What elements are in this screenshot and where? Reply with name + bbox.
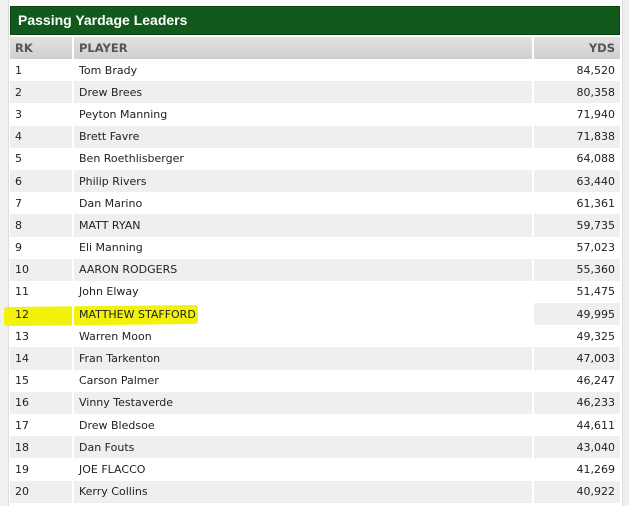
- yards-cell: 47,003: [533, 347, 620, 370]
- table-row: 1 Tom Brady 84,520: [10, 59, 620, 82]
- table-row: 16 Vinny Testaverde 46,233: [10, 391, 620, 414]
- rank-cell: 12: [10, 303, 74, 326]
- yards-cell: 43,040: [533, 436, 620, 459]
- table-row: 12 MATTHEW STAFFORD 49,995: [10, 303, 620, 326]
- player-link[interactable]: Brett Favre: [73, 125, 534, 148]
- yards-cell: 64,088: [576, 152, 616, 166]
- player-link[interactable]: John Elway: [73, 280, 534, 304]
- player-link[interactable]: Carson Palmer: [73, 369, 534, 392]
- player-link[interactable]: Philip Rivers: [73, 169, 534, 193]
- column-header-rk[interactable]: RK: [10, 35, 74, 59]
- rank-cell: 1: [10, 59, 74, 82]
- table-row: 14 Fran Tarkenton 47,003: [10, 347, 620, 370]
- rank-cell: 13: [10, 325, 74, 348]
- player-link[interactable]: Warren Moon: [73, 325, 534, 348]
- player-link[interactable]: Fran Tarkenton: [73, 347, 534, 370]
- player-link[interactable]: Eli Manning: [73, 236, 534, 259]
- table-row: 20 Kerry Collins 40,922: [10, 480, 620, 503]
- player-link[interactable]: Drew Bledsoe: [73, 414, 534, 437]
- table-row: 7 Dan Marino 61,361: [10, 192, 620, 215]
- table-row: 11 John Elway 51,475: [10, 280, 620, 304]
- yards-cell: 51,475: [576, 285, 616, 299]
- yards-cell: 61,361: [576, 196, 616, 210]
- rank-cell: 9: [10, 236, 74, 259]
- table-row: 4 Brett Favre 71,838: [10, 125, 620, 148]
- player-link[interactable]: Peyton Manning: [73, 103, 534, 126]
- rank-cell: 4: [10, 125, 74, 148]
- player-link[interactable]: AARON RODGERS: [73, 258, 534, 281]
- player-link[interactable]: Dan Fouts: [73, 436, 534, 459]
- yards-cell: 46,233: [533, 391, 620, 414]
- rank-cell: 8: [10, 214, 74, 237]
- table-row: 9 Eli Manning 57,023: [10, 236, 620, 259]
- table-row: 6 Philip Rivers 63,440: [10, 169, 620, 193]
- table-row: 17 Drew Bledsoe 44,611: [10, 414, 620, 437]
- rank-cell: 19: [10, 458, 74, 481]
- yards-cell: 59,735: [533, 214, 620, 237]
- player-link[interactable]: Drew Brees: [73, 81, 534, 104]
- player-link[interactable]: MATT RYAN: [73, 214, 534, 237]
- rank-cell: 6: [10, 169, 74, 193]
- rank-cell: 14: [10, 347, 74, 370]
- yards-cell: 55,360: [533, 258, 620, 281]
- column-header-yds[interactable]: YDS: [533, 35, 620, 59]
- table-row: 19 JOE FLACCO 41,269: [10, 458, 620, 481]
- yards-cell: 49,325: [576, 329, 616, 343]
- yards-cell: 84,520: [576, 63, 616, 77]
- yards-cell: 71,838: [533, 125, 620, 148]
- rank-cell: 20: [10, 480, 74, 503]
- player-link[interactable]: Dan Marino: [73, 192, 534, 215]
- table-row: 2 Drew Brees 80,358: [10, 81, 620, 104]
- yards-cell: 57,023: [576, 241, 616, 255]
- scrollbar[interactable]: [622, 0, 629, 506]
- yards-cell: 71,940: [576, 107, 616, 121]
- player-link[interactable]: Kerry Collins: [73, 480, 534, 503]
- rank-cell: 7: [10, 192, 74, 215]
- table-row: 13 Warren Moon 49,325: [10, 325, 620, 348]
- player-link[interactable]: Tom Brady: [73, 59, 534, 82]
- rank-cell: 2: [10, 81, 74, 104]
- left-gutter: [0, 0, 9, 506]
- widget-title: Passing Yardage Leaders: [10, 6, 620, 35]
- yards-cell: 41,269: [576, 462, 616, 476]
- leaders-table: RK PLAYER YDS 1 Tom Brady 84,520 2 Drew Bree…: [10, 35, 620, 503]
- player-link[interactable]: Vinny Testaverde: [73, 391, 534, 414]
- player-link[interactable]: JOE FLACCO: [73, 458, 534, 481]
- rank-cell: 15: [10, 369, 74, 392]
- yards-cell: 80,358: [533, 81, 620, 104]
- rank-cell: 18: [10, 436, 74, 459]
- yards-cell: 40,922: [533, 480, 620, 503]
- rank-cell: 17: [10, 414, 74, 437]
- rank-cell: 10: [10, 258, 74, 281]
- player-link[interactable]: Ben Roethlisberger: [73, 147, 534, 170]
- column-header-player[interactable]: PLAYER: [73, 35, 534, 59]
- rank-cell: 11: [10, 280, 74, 304]
- player-link[interactable]: MATTHEW STAFFORD: [73, 303, 534, 326]
- table-row: 15 Carson Palmer 46,247: [10, 369, 620, 392]
- yards-cell: 44,611: [576, 418, 616, 432]
- table-row: 18 Dan Fouts 43,040: [10, 436, 620, 459]
- table-row: 10 AARON RODGERS 55,360: [10, 258, 620, 281]
- rank-cell: 3: [10, 103, 74, 126]
- yards-cell: 46,247: [576, 374, 616, 388]
- rank-cell: 16: [10, 391, 74, 414]
- table-row: 3 Peyton Manning 71,940: [10, 103, 620, 126]
- table-row: 8 MATT RYAN 59,735: [10, 214, 620, 237]
- yards-cell: 63,440: [533, 169, 620, 193]
- rank-cell: 5: [10, 147, 74, 170]
- yards-cell: 49,995: [533, 303, 620, 326]
- table-row: 5 Ben Roethlisberger 64,088: [10, 147, 620, 170]
